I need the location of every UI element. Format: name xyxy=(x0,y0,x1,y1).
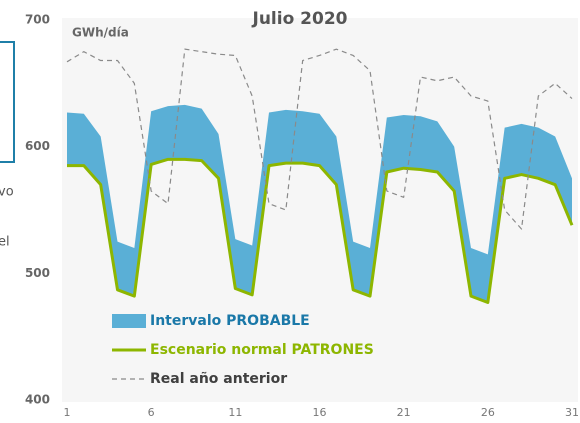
side-text: vo xyxy=(0,185,14,200)
legend-swatch xyxy=(112,314,146,328)
band-area xyxy=(67,104,572,303)
y-tick-label: 700 xyxy=(25,13,50,27)
plot-background xyxy=(62,18,578,402)
x-tick-label: 26 xyxy=(481,406,495,419)
x-tick-label: 6 xyxy=(148,406,155,419)
x-tick-label: 1 xyxy=(64,406,71,419)
line xyxy=(67,157,574,304)
y-axis-label: GWh/día xyxy=(72,26,129,40)
dashed-line xyxy=(66,48,573,230)
x-tick-label: 16 xyxy=(313,406,327,419)
y-tick-label: 600 xyxy=(25,139,50,153)
legend-label: Real año anterior xyxy=(150,371,287,387)
y-tick-label: 500 xyxy=(25,266,50,280)
y-tick-label: 400 xyxy=(25,393,50,407)
legend-label: Intervalo PROBABLE xyxy=(150,313,310,329)
x-tick-label: 31 xyxy=(565,406,579,419)
x-tick-label: 21 xyxy=(397,406,411,419)
side-text: el xyxy=(0,235,10,250)
chart-title: Julio 2020 xyxy=(252,9,348,29)
legend-label: Escenario normal PATRONES xyxy=(150,342,374,358)
side-box xyxy=(0,41,15,163)
x-tick-label: 11 xyxy=(228,406,242,419)
